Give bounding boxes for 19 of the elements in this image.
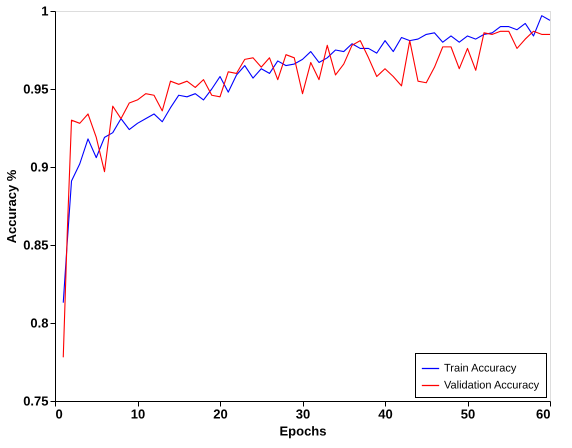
y-tick-label: 1 [41,4,48,18]
x-tick-label: 30 [296,406,310,422]
x-tick-label: 20 [213,406,228,422]
y-tick-label: 0.75 [23,394,48,408]
legend-label: Validation Accuracy [444,380,540,392]
y-tick-label: 0.85 [23,238,48,252]
y-tick-label: 0.95 [23,82,48,96]
y-tick-label: 0.8 [30,316,48,330]
x-tick-label: 0 [56,406,63,422]
x-tick-label: 10 [130,406,146,422]
y-axis-title: Accuracy % [4,169,20,244]
x-axis-title: Epochs [280,424,326,438]
line-series [62,15,551,304]
x-tick-label: 50 [460,406,476,422]
x-tick-label: 40 [378,406,393,422]
x-tick-label: 60 [536,406,550,422]
legend-label: Train Accuracy [444,362,517,374]
line-series [62,30,551,358]
y-tick-label: 0.9 [30,160,48,174]
